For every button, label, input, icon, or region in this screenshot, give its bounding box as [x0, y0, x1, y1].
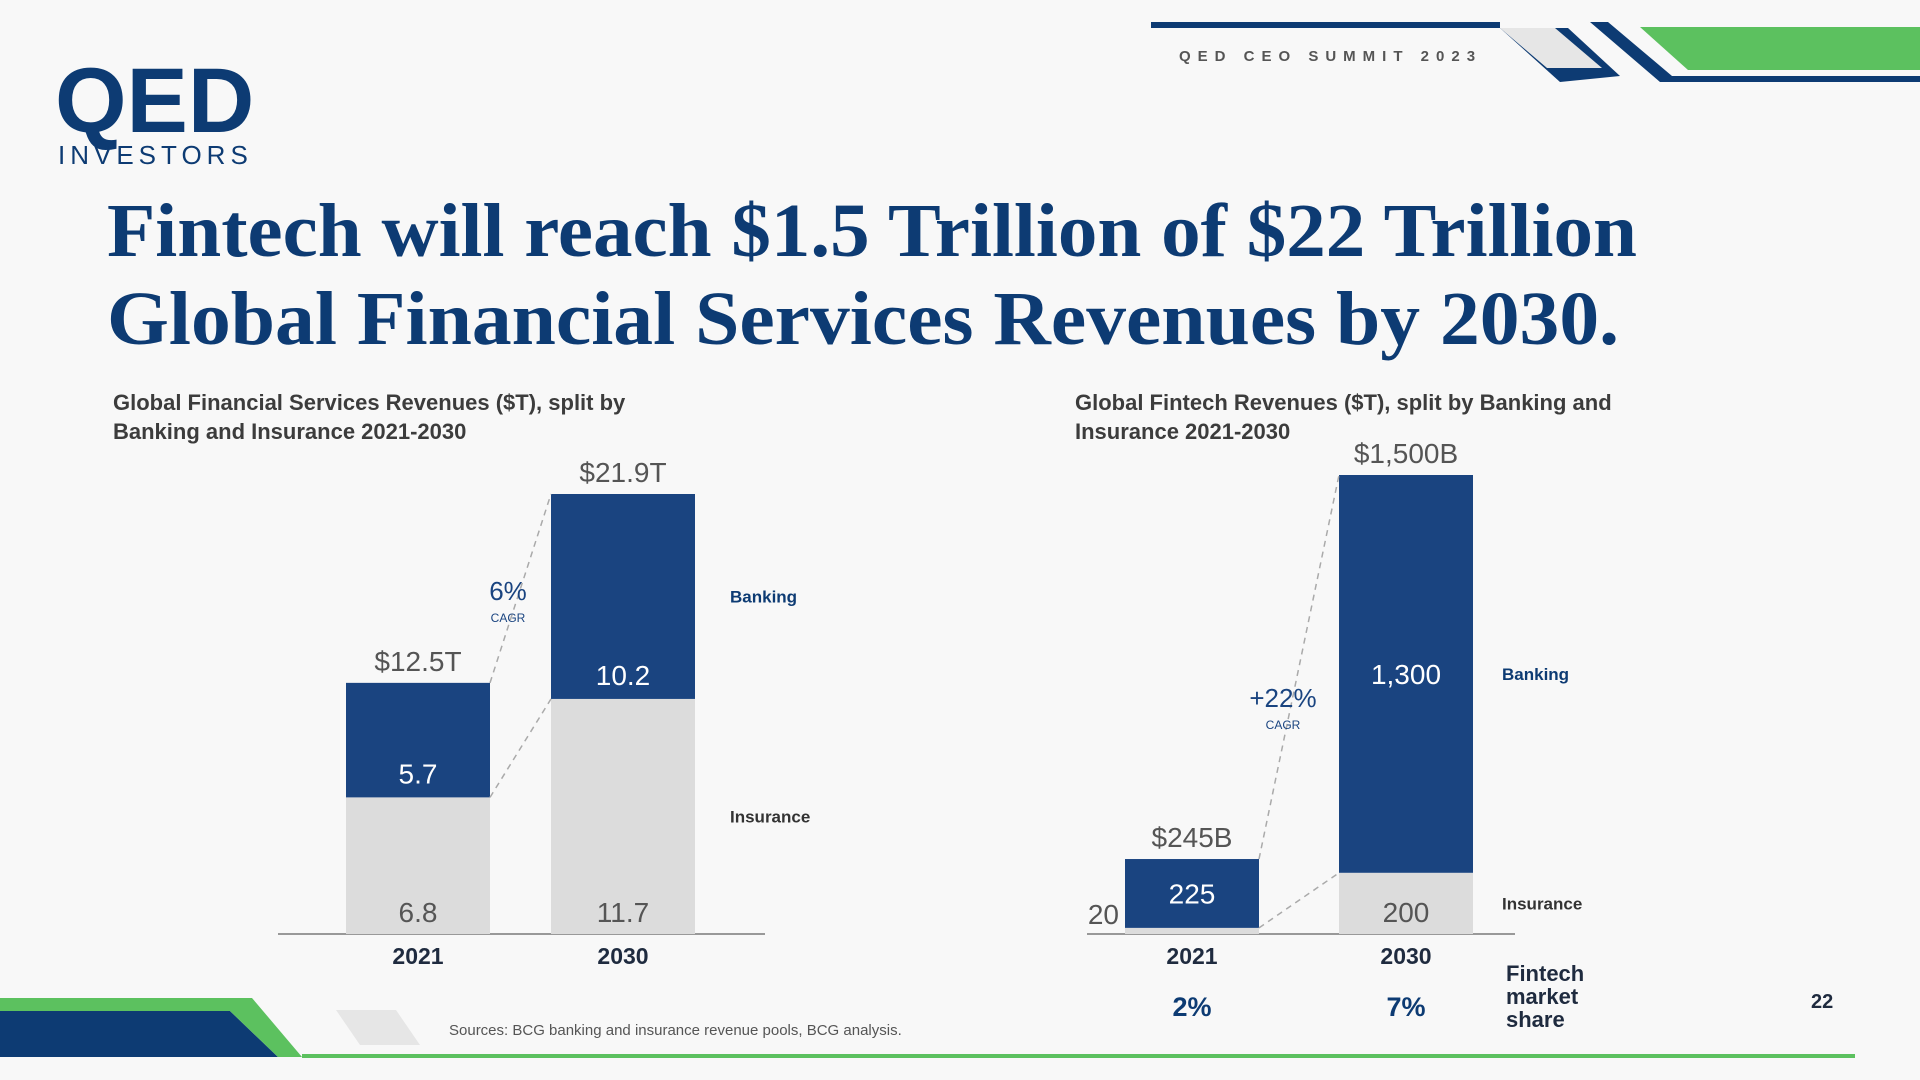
x-tick-label: 2030 — [597, 943, 648, 969]
page-number: 22 — [1811, 991, 1833, 1013]
bar-segment — [346, 682, 490, 798]
market-share-label: Fintech market share — [1506, 961, 1585, 1032]
connector — [1258, 474, 1340, 860]
legend-label: Insurance — [730, 807, 810, 826]
top-shape — [1500, 22, 1920, 82]
chart-title: Global Financial Services Revenues ($T),… — [113, 390, 626, 444]
bar-segment — [1125, 859, 1259, 928]
connector — [489, 493, 552, 684]
total-label: $21.9T — [579, 457, 666, 488]
bar-segment — [1125, 927, 1259, 934]
logo: QED — [55, 50, 254, 152]
legend-label: Banking — [1502, 665, 1569, 684]
slide-title: Fintech will reach $1.5 Trillion of $22 … — [107, 189, 1637, 273]
value-label: 225 — [1169, 878, 1216, 909]
legend-label: Banking — [730, 587, 797, 606]
logo-sub: INVESTORS — [58, 140, 253, 170]
bar-segment — [551, 698, 695, 934]
bottom-green — [0, 998, 302, 1057]
annotation-sub: CAGR — [1266, 718, 1301, 732]
bar-segment — [1339, 872, 1473, 934]
market-share: 2% — [1172, 992, 1211, 1022]
market-share: 7% — [1386, 992, 1425, 1022]
bottom-shape — [0, 1011, 278, 1057]
bar-segment — [346, 797, 490, 934]
event-label: QED CEO SUMMIT 2023 — [1179, 48, 1482, 65]
x-tick-label: 2021 — [392, 943, 443, 969]
connector — [489, 698, 552, 798]
x-tick-label: 2030 — [1380, 943, 1431, 969]
top-shape — [1500, 28, 1602, 68]
value-label: 20 — [1088, 899, 1119, 930]
annotation: +22% — [1249, 683, 1316, 713]
value-label: 1,300 — [1371, 659, 1441, 690]
total-label: $1,500B — [1354, 438, 1458, 469]
bar-segment — [1339, 475, 1473, 873]
value-label: 11.7 — [597, 897, 649, 928]
legend-label: Insurance — [1502, 894, 1582, 913]
connector — [1258, 872, 1340, 929]
chart-title: Global Fintech Revenues ($T), split by B… — [1075, 390, 1612, 444]
slide-title: Global Financial Services Revenues by 20… — [107, 277, 1619, 361]
total-label: $12.5T — [374, 646, 461, 677]
total-label: $245B — [1152, 822, 1233, 853]
value-label: 200 — [1383, 897, 1430, 928]
value-label: 5.7 — [399, 758, 438, 789]
annotation-sub: CAGR — [491, 611, 526, 625]
bottom-shape — [336, 1010, 420, 1045]
value-label: 10.2 — [596, 660, 651, 691]
bar-segment — [551, 494, 695, 699]
bottom-rule — [302, 1054, 1855, 1058]
top-green — [1640, 27, 1920, 70]
value-label: 6.8 — [399, 897, 438, 928]
sources: Sources: BCG banking and insurance reven… — [449, 1022, 902, 1039]
x-tick-label: 2021 — [1166, 943, 1217, 969]
top-rule — [1151, 22, 1500, 28]
annotation: 6% — [489, 576, 527, 606]
